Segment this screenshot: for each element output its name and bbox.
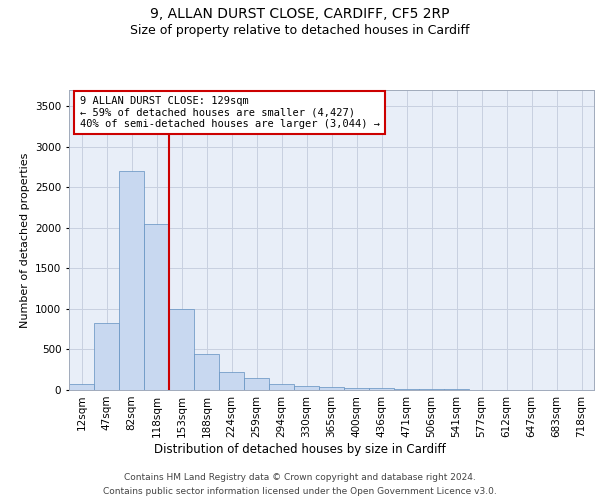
Bar xyxy=(219,372,244,390)
Bar xyxy=(144,224,169,390)
Bar xyxy=(319,386,344,390)
Bar xyxy=(394,389,419,390)
Bar xyxy=(269,384,294,390)
Text: Size of property relative to detached houses in Cardiff: Size of property relative to detached ho… xyxy=(130,24,470,37)
Bar xyxy=(94,323,119,390)
Text: Contains public sector information licensed under the Open Government Licence v3: Contains public sector information licen… xyxy=(103,488,497,496)
Text: Distribution of detached houses by size in Cardiff: Distribution of detached houses by size … xyxy=(154,442,446,456)
Bar xyxy=(419,389,444,390)
Bar xyxy=(344,388,369,390)
Bar xyxy=(244,378,269,390)
Bar xyxy=(69,384,94,390)
Bar xyxy=(119,171,144,390)
Text: 9 ALLAN DURST CLOSE: 129sqm
← 59% of detached houses are smaller (4,427)
40% of : 9 ALLAN DURST CLOSE: 129sqm ← 59% of det… xyxy=(79,96,380,129)
Bar xyxy=(294,386,319,390)
Bar xyxy=(194,354,219,390)
Text: 9, ALLAN DURST CLOSE, CARDIFF, CF5 2RP: 9, ALLAN DURST CLOSE, CARDIFF, CF5 2RP xyxy=(150,8,450,22)
Text: Contains HM Land Registry data © Crown copyright and database right 2024.: Contains HM Land Registry data © Crown c… xyxy=(124,472,476,482)
Y-axis label: Number of detached properties: Number of detached properties xyxy=(20,152,29,328)
Bar xyxy=(169,309,194,390)
Bar xyxy=(369,388,394,390)
